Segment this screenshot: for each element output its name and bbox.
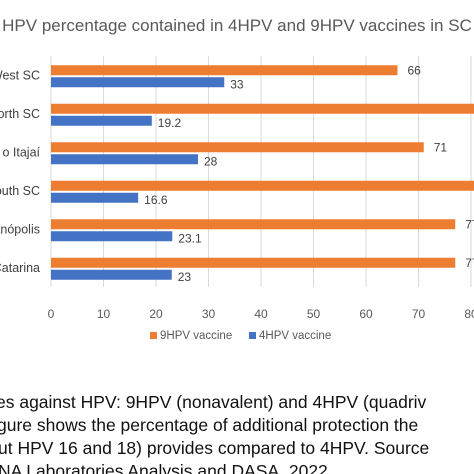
legend-label-4hpv: 4HPV vaccine — [259, 330, 331, 342]
legend-swatch-4hpv — [249, 332, 256, 339]
x-tick-label: 0 — [48, 307, 55, 321]
x-tick-label: 20 — [149, 307, 163, 321]
bar-9hpv — [51, 103, 474, 114]
bar-9hpv — [51, 180, 474, 191]
bar-4hpv — [51, 231, 173, 242]
bar-4hpv — [51, 192, 139, 203]
bar-chart: HPV percentage contained in 4HPV and 9HP… — [0, 16, 474, 342]
caption-line-2: gure shows the percentage of additional … — [0, 415, 419, 435]
x-tick-label: 70 — [412, 307, 426, 321]
bar-9hpv — [51, 257, 456, 268]
bar-4hpv — [51, 115, 152, 126]
data-label-4hpv: 23.1 — [178, 231, 202, 245]
data-label-9hpv: 77 — [465, 256, 474, 270]
x-tick-label: 80 — [464, 307, 474, 321]
caption-line-4: NA Laboratories Analysis and DASA, 2022. — [0, 461, 333, 474]
caption-line-3: ut HPV 16 and 18) provides compared to 4… — [0, 438, 430, 458]
bar-9hpv — [51, 142, 424, 153]
legend: 9HPV vaccine 4HPV vaccine — [150, 330, 331, 342]
bar-9hpv — [51, 65, 398, 76]
figure-caption: es against HPV: 9HPV (nonavalent) and 4H… — [0, 392, 474, 474]
bar-4hpv — [51, 77, 225, 88]
bar-4hpv — [51, 269, 172, 280]
caption-line-1: es against HPV: 9HPV (nonavalent) and 4H… — [0, 392, 427, 412]
chart-title: HPV percentage contained in 4HPV and 9HP… — [2, 16, 472, 35]
data-label-4hpv: 33 — [230, 77, 244, 91]
y-category-label: West SC — [0, 68, 40, 82]
y-category-label: o Itajaí — [2, 145, 40, 159]
y-category-label: anópolis — [0, 222, 40, 236]
x-tick-label: 50 — [307, 307, 321, 321]
data-label-9hpv: 71 — [434, 140, 448, 154]
data-label-9hpv: 77 — [465, 217, 474, 231]
bar-4hpv — [51, 154, 198, 165]
x-tick-label: 60 — [359, 307, 373, 321]
bars: 66 33 19.2 71 28 16.6 77 23.1 77 23 — [51, 63, 474, 284]
x-tick-label: 40 — [254, 307, 268, 321]
y-category-label: orth SC — [0, 107, 40, 121]
y-axis-category-labels: West SC orth SC o Itajaí outh SC anópolis Cat… — [0, 68, 41, 275]
x-tick-label: 10 — [97, 307, 111, 321]
x-axis-ticks: 0 10 20 30 40 50 60 70 80 — [48, 307, 474, 321]
data-label-4hpv: 28 — [204, 154, 218, 168]
data-label-9hpv: 66 — [408, 63, 422, 77]
data-label-4hpv: 19.2 — [158, 116, 182, 130]
x-tick-label: 30 — [202, 307, 216, 321]
legend-swatch-9hpv — [150, 332, 157, 339]
y-category-label: Catarina — [0, 261, 40, 275]
data-label-4hpv: 23 — [178, 270, 192, 284]
bar-9hpv — [51, 219, 456, 230]
data-label-4hpv: 16.6 — [144, 193, 168, 207]
gridlines — [50, 56, 472, 287]
y-category-label: outh SC — [0, 184, 40, 198]
legend-label-9hpv: 9HPV vaccine — [160, 330, 232, 342]
